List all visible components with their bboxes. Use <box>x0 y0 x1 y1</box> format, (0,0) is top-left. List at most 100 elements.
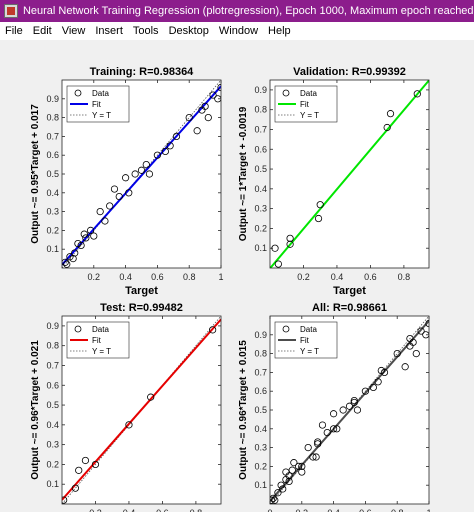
data-point <box>271 496 279 504</box>
data-point <box>115 192 123 201</box>
y-tick-label: 0.1 <box>46 479 59 489</box>
data-point <box>69 255 77 263</box>
x-tick-label: 0.6 <box>156 508 169 512</box>
regression-axes-training: 0.2 0.4 0.6 0.8 1 0.1 0.2 0.3 0.4 0.5 0.6 0.7 0.8 0.9… <box>30 66 224 297</box>
data-point <box>279 485 287 493</box>
data-point <box>62 496 68 504</box>
data-point <box>380 368 389 376</box>
menu-window[interactable]: Window <box>218 25 259 37</box>
data-point <box>166 142 174 150</box>
data-point <box>314 214 323 223</box>
data-point <box>172 132 181 141</box>
data-point <box>90 232 98 240</box>
regression-axes-validation: 0.2 0.4 0.6 0.8 0.1 0.2 0.3 0.4 0.5 0.6 0.7 0.8 0.9 D… <box>238 66 430 297</box>
data-point <box>185 114 193 122</box>
x-axis-label: Target <box>333 285 366 297</box>
y-tick-label: 0.4 <box>254 184 267 194</box>
data-point <box>125 189 133 197</box>
y-tick-label: 0.4 <box>46 188 59 198</box>
data-point <box>406 334 414 343</box>
data-point <box>62 258 69 266</box>
menu-edit[interactable]: Edit <box>32 25 52 37</box>
regression-axes-test: 0.2 0.4 0.6 0.8 0.1 0.2 0.3 0.4 0.5 0.6 0.7 0.8 0.9 D… <box>30 302 222 517</box>
data-point <box>137 166 146 174</box>
axes-frame <box>269 79 430 269</box>
plot-area <box>62 80 221 268</box>
data-point <box>209 326 217 334</box>
x-tick-label: 0.8 <box>398 272 411 282</box>
chart-title: All: R=0.98661 <box>312 302 387 314</box>
menu-view[interactable]: View <box>61 25 86 37</box>
matlab-figure-icon <box>4 4 18 18</box>
x-tick-label: 0.4 <box>327 508 340 512</box>
data-point <box>350 398 358 407</box>
y-tick-label: 0.7 <box>46 131 59 141</box>
data-point <box>323 428 331 437</box>
data-point <box>374 378 382 386</box>
data-point <box>71 249 79 257</box>
menu-insert[interactable]: Insert <box>95 25 123 37</box>
data-point <box>145 170 154 178</box>
y-tick-label: 0.3 <box>254 443 267 453</box>
x-tick-label: 0.2 <box>88 272 101 282</box>
legend-data-marker <box>74 89 82 97</box>
y-tick-label: 0.9 <box>46 321 59 331</box>
menu-help[interactable]: Help <box>268 25 291 37</box>
data-point <box>201 102 209 110</box>
y-tick-label: 0.5 <box>46 400 59 410</box>
data-point <box>329 410 338 418</box>
data-point <box>314 440 322 448</box>
data-point <box>193 127 201 135</box>
data-point <box>142 161 150 169</box>
legend-label-fit: Fit <box>92 336 102 345</box>
x-tick-label: 0.2 <box>296 508 309 512</box>
y-tick-label: 0.2 <box>254 223 267 233</box>
menu-file[interactable]: File <box>5 25 23 37</box>
y-tick-label: 0.5 <box>254 405 267 415</box>
chart-title: Validation: R=0.99392 <box>293 66 406 78</box>
x-tick-label: 0.4 <box>119 272 132 282</box>
data-point <box>217 83 221 92</box>
window-titlebar[interactable]: Neural Network Training Regression (plot… <box>0 0 474 22</box>
x-tick-label: 0.2 <box>297 272 310 282</box>
data-point <box>77 241 85 250</box>
data-point <box>333 425 341 433</box>
data-point <box>417 327 425 335</box>
data-point <box>298 468 306 476</box>
legend-data-marker <box>282 89 290 97</box>
y-tick-label: 0.9 <box>254 330 267 340</box>
x-tick-label: 0.8 <box>183 272 196 282</box>
menu-tools[interactable]: Tools <box>132 25 159 37</box>
legend: Data Fit Y = T <box>274 85 338 123</box>
x-tick-label: 0 <box>267 508 272 512</box>
x-tick-label: 1 <box>218 272 223 282</box>
y-axis-label: Output ~= 0.96*Target + 0.021 <box>30 340 41 480</box>
data-point <box>361 387 369 395</box>
fit-line <box>62 85 221 266</box>
y-tick-label: 0.9 <box>254 85 267 95</box>
plot-area <box>62 316 221 504</box>
data-point <box>101 217 109 225</box>
data-point <box>285 477 293 486</box>
data-point <box>147 393 155 401</box>
y-tick-label: 0.7 <box>46 360 59 370</box>
data-point <box>270 494 277 502</box>
x-tick-label: 0.6 <box>364 272 377 282</box>
data-point <box>214 95 221 103</box>
data-point <box>298 462 306 470</box>
x-tick-label: 1 <box>426 508 431 512</box>
y-tick-label: 0.6 <box>254 386 267 396</box>
y-tick-label: 0.9 <box>46 94 59 104</box>
fit-line <box>62 318 221 501</box>
data-point <box>274 489 282 497</box>
data-point <box>209 91 217 99</box>
x-tick-label: 0.6 <box>151 272 164 282</box>
menu-desktop[interactable]: Desktop <box>168 25 209 37</box>
data-point <box>312 453 320 461</box>
x-tick-label: 0.8 <box>391 508 404 512</box>
legend: Data Fit Y = T <box>274 321 338 359</box>
data-point <box>345 402 354 410</box>
data-point <box>314 438 322 446</box>
window-title: Neural Network Training Regression (plot… <box>22 5 474 17</box>
y-axis-label: Output ~= 1*Target + -0.0019 <box>238 106 249 241</box>
